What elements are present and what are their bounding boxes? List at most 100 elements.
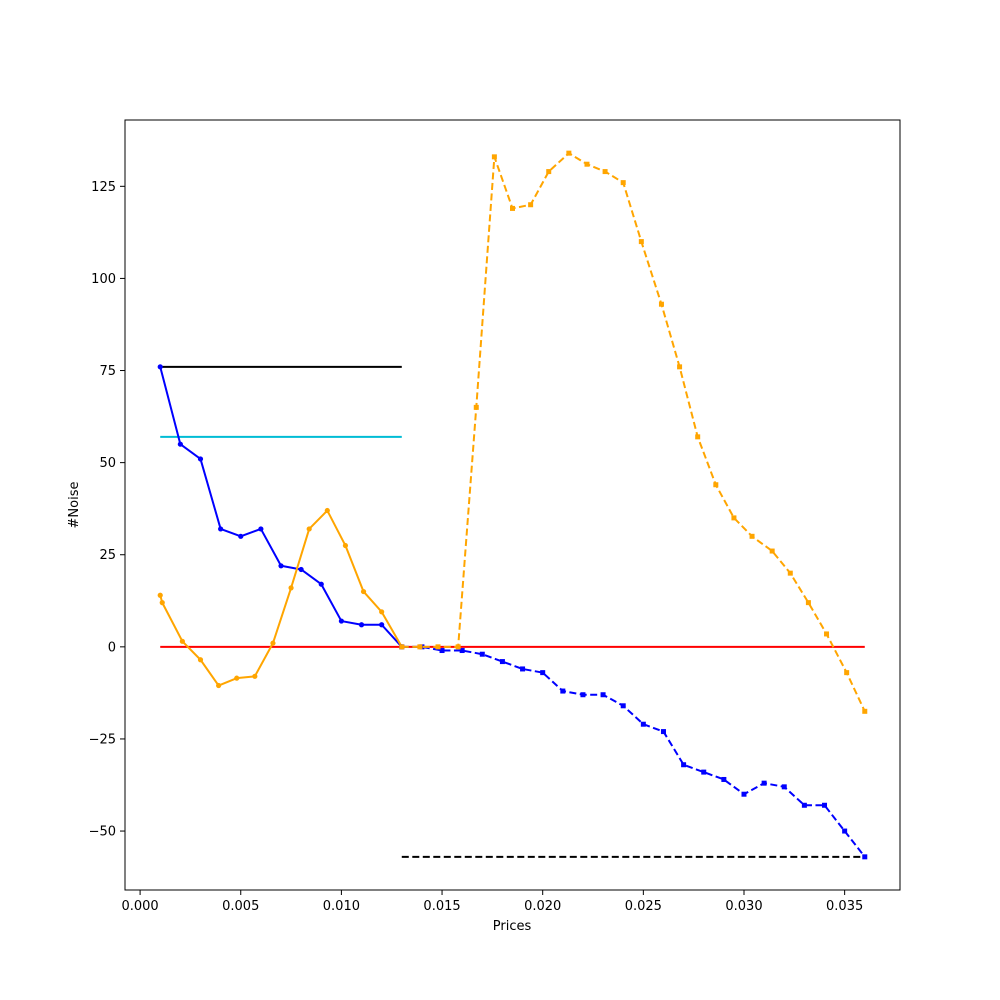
data-point: [258, 526, 264, 532]
data-point: [862, 708, 868, 714]
data-point: [417, 644, 423, 650]
data-point: [658, 301, 664, 307]
series-1: [157, 364, 405, 650]
data-point: [731, 515, 737, 521]
data-point: [338, 618, 344, 624]
x-tick-label: 0.000: [121, 899, 158, 914]
data-point: [459, 648, 465, 654]
data-point: [177, 441, 183, 447]
data-point: [713, 482, 719, 488]
y-tick-label: 75: [99, 364, 116, 379]
x-tick-label: 0.025: [625, 899, 662, 914]
x-tick-label: 0.015: [423, 899, 460, 914]
data-point: [695, 434, 701, 440]
data-point: [801, 802, 807, 808]
data-point: [216, 682, 222, 689]
data-point: [157, 364, 163, 370]
data-point: [379, 622, 385, 628]
y-tick-label: 25: [99, 548, 116, 563]
data-point: [288, 585, 294, 591]
data-point: [324, 507, 330, 514]
x-axis-ticks: 0.000 0.005 0.010 0.015 0.020 0.025 0.030 0.035: [121, 890, 863, 914]
x-tick-label: 0.020: [524, 899, 561, 914]
data-point: [620, 180, 626, 186]
data-point: [640, 721, 646, 727]
series-3: [399, 644, 868, 860]
data-point: [600, 692, 606, 698]
series-line: [401, 645, 866, 858]
plot-frame: [124, 119, 901, 891]
data-point: [781, 784, 787, 790]
data-point: [306, 526, 312, 532]
data-point: [540, 670, 546, 676]
data-point: [584, 161, 590, 167]
x-axis-label: Prices: [493, 919, 532, 934]
data-point: [455, 644, 461, 650]
y-tick-label: 125: [91, 180, 116, 195]
series-4: [399, 150, 868, 714]
data-point: [499, 659, 505, 665]
data-point: [479, 651, 485, 657]
y-axis-ticks: −50 −25 0 25 50 75 100 125: [89, 180, 125, 840]
data-point: [862, 854, 868, 860]
x-tick-label: 0.005: [222, 899, 259, 914]
data-point: [234, 675, 240, 681]
data-point: [620, 703, 626, 709]
data-point: [435, 644, 441, 650]
data-series: [157, 150, 868, 860]
y-axis-label: #Noise: [67, 482, 82, 529]
data-point: [157, 592, 163, 598]
data-point: [298, 566, 304, 573]
series-line: [401, 152, 866, 712]
data-point: [270, 640, 276, 646]
y-tick-label: 100: [91, 272, 116, 287]
data-point: [749, 533, 755, 539]
data-point: [546, 169, 552, 175]
x-tick-label: 0.035: [826, 899, 863, 914]
data-point: [528, 202, 534, 208]
data-point: [358, 622, 365, 628]
data-point: [197, 456, 204, 462]
data-point: [602, 169, 608, 175]
data-point: [677, 364, 683, 370]
data-point: [399, 644, 405, 650]
data-point: [580, 692, 586, 698]
data-point: [721, 776, 727, 782]
data-point: [318, 581, 324, 587]
data-point: [179, 638, 185, 644]
data-point: [197, 657, 204, 663]
data-point: [238, 533, 244, 539]
data-point: [824, 631, 830, 637]
data-point: [379, 609, 385, 615]
data-point: [660, 729, 666, 735]
data-point: [520, 666, 526, 672]
x-tick-label: 0.010: [323, 899, 360, 914]
y-tick-label: 50: [99, 456, 116, 471]
y-tick-label: 0: [108, 640, 116, 655]
data-point: [360, 588, 367, 595]
data-point: [342, 542, 349, 549]
data-point: [218, 526, 224, 532]
data-point: [439, 648, 445, 654]
data-point: [787, 570, 793, 576]
reference-lines: [160, 365, 865, 858]
data-point: [761, 780, 767, 786]
data-point: [638, 239, 644, 245]
y-tick-label: −50: [89, 825, 116, 840]
data-point: [278, 563, 284, 569]
data-point: [566, 150, 572, 156]
data-point: [252, 673, 258, 679]
x-tick-label: 0.030: [725, 899, 762, 914]
data-point: [560, 688, 566, 694]
data-point: [473, 404, 479, 410]
data-point: [701, 769, 707, 775]
data-point: [741, 791, 747, 797]
data-point: [769, 548, 775, 554]
data-point: [805, 600, 811, 606]
data-point: [842, 828, 848, 834]
data-point: [510, 205, 515, 211]
data-point: [844, 670, 850, 676]
data-point: [822, 802, 828, 808]
